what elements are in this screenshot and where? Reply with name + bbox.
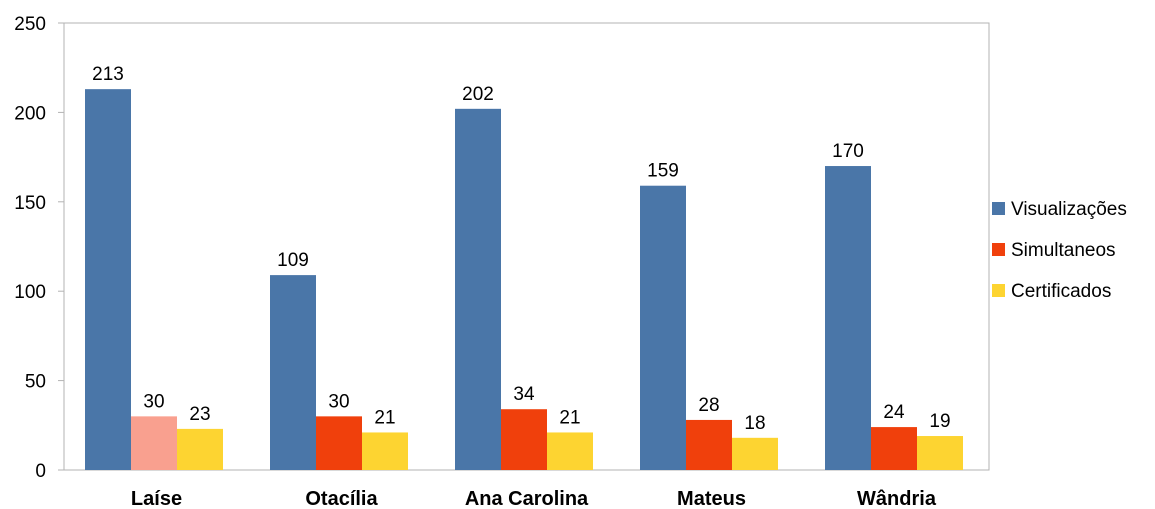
- bar: [547, 432, 593, 470]
- data-label: 30: [328, 391, 349, 412]
- y-tick-label: 250: [14, 14, 46, 35]
- bar: [177, 428, 223, 470]
- data-label: 23: [189, 404, 210, 425]
- data-label: 213: [92, 64, 124, 85]
- data-label: 109: [277, 250, 309, 271]
- bar: [131, 416, 177, 470]
- legend: Visualizações Simultaneos Certificados: [992, 199, 1127, 302]
- bar: [917, 436, 963, 470]
- bars: [85, 89, 963, 471]
- data-label: 21: [559, 407, 580, 428]
- data-labels: 213 30 23 109 30 21 202 34 21 159 28 18 170 24 19: [92, 64, 950, 434]
- legend-swatch: [992, 243, 1005, 256]
- y-tick-label: 150: [14, 193, 46, 214]
- data-label: 28: [698, 395, 719, 416]
- bar: [640, 185, 686, 470]
- data-label: 159: [647, 161, 679, 182]
- category-label: Ana Carolina: [465, 488, 589, 509]
- bar: [455, 108, 501, 470]
- data-label: 24: [883, 402, 905, 423]
- data-label: 170: [832, 141, 864, 162]
- data-label: 34: [513, 384, 535, 405]
- bar: [871, 427, 917, 470]
- y-tick-label: 100: [14, 282, 46, 303]
- legend-label: Certificados: [1011, 281, 1111, 302]
- bar: [85, 89, 131, 470]
- y-tick-label: 0: [35, 461, 46, 482]
- bar: [686, 419, 732, 470]
- legend-label: Simultaneos: [1011, 240, 1116, 261]
- data-label: 18: [744, 413, 765, 434]
- category-label: Mateus: [677, 488, 746, 509]
- y-tick-label: 50: [25, 372, 46, 393]
- bar: [825, 166, 871, 471]
- category-label: Laíse: [131, 488, 182, 509]
- y-axis: 0 50 100 150 200 250: [14, 14, 64, 482]
- data-label: 202: [462, 84, 494, 105]
- legend-label: Visualizações: [1011, 199, 1127, 220]
- bar: [316, 416, 362, 470]
- data-label: 21: [374, 407, 395, 428]
- bar: [732, 437, 778, 470]
- category-label: Otacília: [305, 488, 378, 509]
- data-label: 19: [929, 411, 950, 432]
- data-label: 30: [143, 391, 164, 412]
- legend-swatch: [992, 284, 1005, 297]
- category-label: Wândria: [857, 488, 937, 509]
- legend-swatch: [992, 202, 1005, 215]
- bar: [270, 275, 316, 470]
- bar: [501, 409, 547, 470]
- bar: [362, 432, 408, 470]
- x-axis: Laíse Otacília Ana Carolina Mateus Wândria: [131, 488, 937, 509]
- y-tick-label: 200: [14, 103, 46, 124]
